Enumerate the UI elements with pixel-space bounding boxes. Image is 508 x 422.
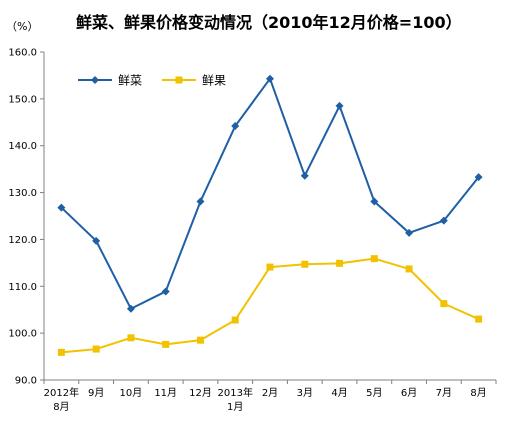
data-point — [126, 304, 135, 313]
data-point — [57, 203, 66, 212]
x-tick-label: 12月 — [189, 387, 212, 399]
data-point — [162, 340, 170, 348]
y-tick-label: 100.0 — [8, 329, 37, 340]
data-point — [336, 259, 344, 267]
x-tick-label: 7月 — [436, 387, 452, 399]
data-point — [405, 265, 413, 273]
data-point — [405, 228, 414, 237]
series-1 — [57, 255, 483, 356]
data-point — [301, 260, 309, 268]
legend-swatch-marker — [175, 76, 183, 84]
series-line — [60, 77, 480, 310]
x-tick-label: 6月 — [401, 387, 417, 399]
y-tick-label: 160.0 — [8, 48, 37, 59]
legend-item: 鲜菜 — [78, 74, 142, 88]
data-point — [266, 74, 274, 83]
data-point — [439, 216, 448, 225]
y-tick-label: 120.0 — [8, 235, 37, 246]
x-tick-label: 8月 — [53, 401, 69, 413]
data-point — [474, 173, 483, 182]
data-point — [196, 336, 204, 344]
x-tick-label: 9月 — [88, 387, 104, 399]
data-point — [92, 236, 101, 245]
data-point — [127, 334, 135, 342]
x-tick-label: 1月 — [227, 401, 243, 413]
legend-label: 鲜果 — [202, 74, 226, 88]
data-point — [266, 263, 274, 271]
x-tick-label: 8月 — [470, 387, 486, 399]
legend-swatch-marker — [91, 76, 99, 84]
x-tick-label: 10月 — [120, 387, 143, 399]
data-point — [231, 122, 240, 131]
data-point — [335, 101, 344, 110]
y-axis: 90.0 100.0 110.0 120.0 130.0 140.0 150.0 160.0 — [8, 48, 45, 387]
data-point — [370, 197, 379, 206]
chart-title: 鲜菜、鲜果价格变动情况（2010年12月价格=100） — [76, 13, 462, 32]
unit-label: （%） — [6, 20, 38, 33]
data-point — [370, 255, 378, 263]
x-axis: 2012年 8月 9月 10月 11月 12月 2013年 1月 2月 3月 4月 5月 6月 7月 8月 — [43, 379, 497, 413]
data-point — [57, 348, 65, 356]
data-point — [92, 345, 100, 353]
data-point — [231, 316, 239, 324]
y-tick-label: 140.0 — [8, 141, 37, 152]
x-tick-label: 4月 — [331, 387, 347, 399]
y-tick-label: 130.0 — [8, 188, 37, 199]
data-point — [300, 171, 309, 180]
x-tick-label: 3月 — [297, 387, 313, 399]
x-tick-label: 2月 — [262, 387, 278, 399]
y-tick-label: 90.0 — [15, 376, 37, 387]
data-point — [475, 315, 483, 323]
x-tick-label: 2013年 — [218, 386, 253, 399]
series-line — [61, 257, 480, 354]
x-tick-label: 2012年 — [44, 386, 79, 399]
y-tick-label: 110.0 — [8, 282, 37, 293]
legend-item: 鲜果 — [162, 74, 226, 88]
data-point — [196, 197, 205, 206]
series-group — [57, 74, 483, 356]
x-tick-label: 11月 — [154, 387, 177, 399]
data-point — [440, 300, 448, 308]
legend-label: 鲜菜 — [118, 74, 142, 88]
data-point — [161, 287, 170, 296]
x-tick-label: 5月 — [366, 387, 382, 399]
y-tick-label: 150.0 — [8, 94, 37, 105]
legend: 鲜菜 鲜果 — [78, 74, 226, 88]
series-0 — [57, 74, 483, 313]
